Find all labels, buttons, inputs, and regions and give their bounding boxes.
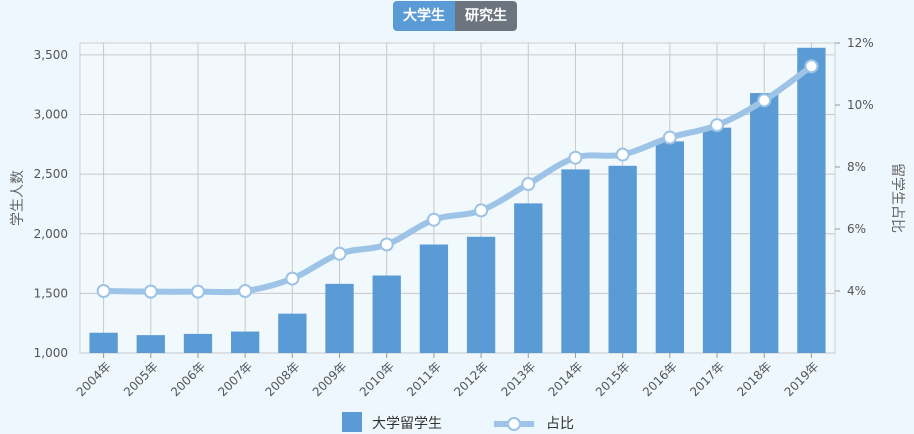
chart-view-tabs: 大学生 研究生 bbox=[393, 1, 517, 31]
y-tick-label: 2,000 bbox=[34, 227, 68, 241]
bar bbox=[372, 275, 401, 353]
line-point bbox=[426, 212, 441, 227]
x-tick-label: 2011年 bbox=[404, 359, 444, 399]
legend-label-bars: 大学留学生 bbox=[372, 416, 442, 432]
x-tick-label: 2009年 bbox=[310, 359, 350, 399]
y-tick-label: 1,500 bbox=[34, 286, 68, 300]
legend-swatch-bars bbox=[342, 412, 362, 432]
legend-label-line: 占比 bbox=[546, 416, 574, 432]
y2-tick-label: 8% bbox=[847, 160, 866, 174]
bar bbox=[231, 331, 260, 353]
line-point bbox=[521, 177, 536, 192]
line-series bbox=[96, 59, 819, 299]
line-point bbox=[238, 284, 253, 298]
bar bbox=[702, 127, 732, 354]
bar bbox=[514, 203, 543, 353]
bar-series bbox=[89, 47, 826, 354]
y2-tick-label: 6% bbox=[847, 222, 866, 236]
x-tick-label: 2014年 bbox=[546, 359, 586, 399]
line-point bbox=[662, 130, 677, 145]
tab-graduate[interactable]: 研究生 bbox=[455, 1, 517, 31]
y2-tick-label: 10% bbox=[847, 98, 874, 112]
y-tick-label: 2,500 bbox=[34, 167, 68, 181]
bar bbox=[278, 313, 307, 353]
bar bbox=[419, 244, 449, 353]
y-tick-label: 3,500 bbox=[34, 48, 68, 62]
y2-tick-label: 12% bbox=[847, 36, 874, 50]
bar bbox=[89, 332, 118, 353]
bar bbox=[136, 335, 165, 353]
tab-undergraduate[interactable]: 大学生 bbox=[393, 1, 455, 31]
x-tick-label: 2013年 bbox=[498, 359, 538, 399]
bar bbox=[466, 236, 496, 353]
bar bbox=[325, 283, 354, 353]
legend: 大学留学生 占比 bbox=[342, 412, 574, 432]
x-tick-label: 2007年 bbox=[215, 359, 255, 399]
x-tick-label: 2005年 bbox=[121, 359, 161, 399]
line-point bbox=[190, 284, 205, 299]
bar bbox=[183, 333, 213, 353]
line-point bbox=[143, 284, 158, 299]
x-tick-label: 2018年 bbox=[734, 359, 774, 399]
line-point bbox=[757, 93, 772, 108]
y-tick-label: 1,000 bbox=[34, 346, 68, 360]
bar bbox=[608, 165, 637, 353]
x-tick-label: 2006年 bbox=[168, 359, 208, 399]
line-point bbox=[710, 118, 725, 133]
x-tick-label: 2019年 bbox=[782, 359, 822, 399]
line-point bbox=[285, 271, 300, 286]
x-tick-label: 2008年 bbox=[262, 359, 302, 399]
y-tick-label: 3,000 bbox=[34, 108, 68, 122]
line-point bbox=[568, 150, 583, 165]
y2-axis-label: 留学生占比 bbox=[889, 163, 905, 233]
line-point bbox=[474, 203, 489, 218]
line-point bbox=[332, 246, 347, 261]
line-point bbox=[96, 284, 111, 298]
y2-tick-label: 4% bbox=[847, 284, 866, 298]
legend-marker-line bbox=[507, 417, 521, 431]
x-tick-label: 2004年 bbox=[74, 359, 114, 399]
x-tick-label: 2010年 bbox=[357, 359, 397, 399]
x-tick-label: 2015年 bbox=[593, 359, 633, 399]
x-tick-label: 2016年 bbox=[640, 359, 680, 399]
bar bbox=[561, 169, 590, 353]
bar bbox=[797, 47, 826, 354]
line-point bbox=[804, 59, 819, 74]
line-path bbox=[100, 63, 815, 296]
x-tick-label: 2017年 bbox=[687, 359, 727, 399]
bar bbox=[655, 141, 684, 353]
bar bbox=[750, 93, 779, 354]
y-axis-label: 学生人数 bbox=[10, 170, 26, 226]
line-point bbox=[615, 147, 630, 162]
line-point bbox=[379, 237, 394, 252]
x-tick-label: 2012年 bbox=[451, 359, 491, 399]
